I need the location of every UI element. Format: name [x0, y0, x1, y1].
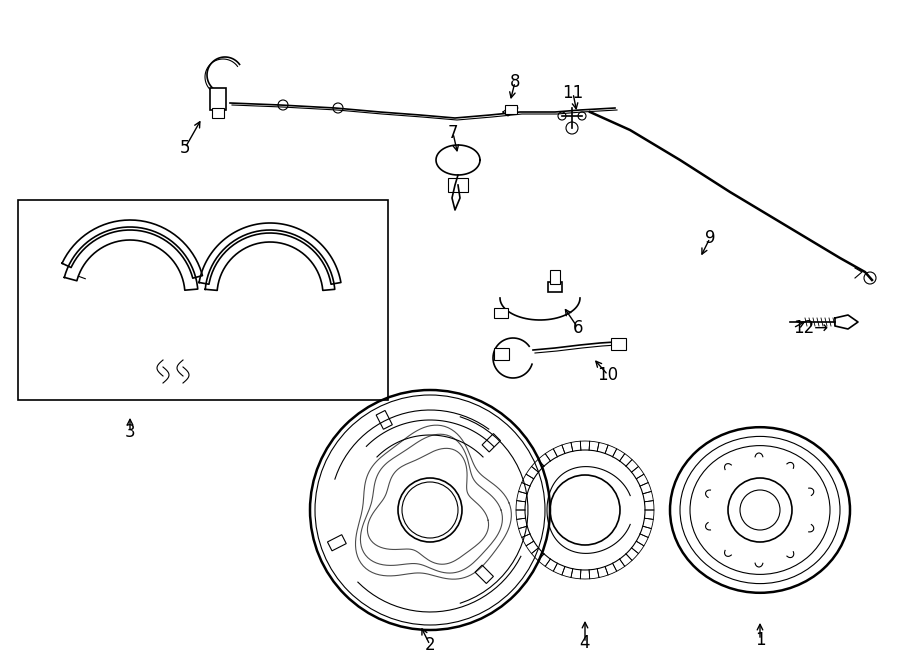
Text: 2: 2 — [425, 636, 436, 654]
Bar — [210, 88, 226, 110]
Bar — [328, 535, 346, 551]
Text: 8: 8 — [509, 73, 520, 91]
Bar — [482, 434, 500, 452]
Text: 12→: 12→ — [793, 319, 828, 337]
Bar — [611, 338, 626, 350]
Bar — [376, 410, 392, 429]
Text: 9: 9 — [705, 229, 716, 247]
Bar — [548, 282, 562, 292]
Text: 10: 10 — [598, 366, 618, 384]
Text: 5: 5 — [180, 139, 190, 157]
Bar — [475, 565, 493, 584]
Bar — [18, 200, 388, 400]
Text: 7: 7 — [448, 124, 458, 142]
Bar — [448, 178, 468, 192]
Text: 1: 1 — [755, 631, 765, 649]
Bar — [494, 308, 508, 318]
Bar — [212, 108, 224, 118]
Text: 4: 4 — [580, 634, 590, 652]
Text: 6: 6 — [572, 319, 583, 337]
Bar — [505, 105, 517, 114]
Bar — [494, 348, 509, 360]
Text: 11: 11 — [562, 84, 583, 102]
Text: 3: 3 — [125, 423, 135, 441]
Bar — [550, 270, 560, 284]
